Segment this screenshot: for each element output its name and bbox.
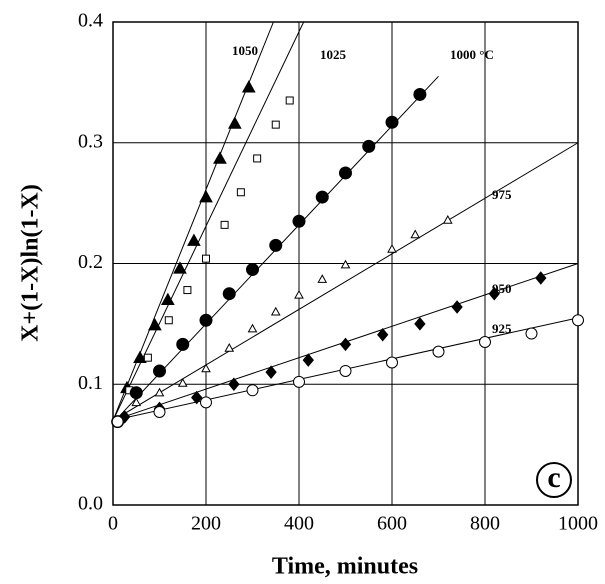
point [340,259,351,269]
point [572,314,584,327]
point [164,316,173,325]
panel-badge [536,462,572,498]
point [414,317,426,331]
point [220,220,229,229]
point [111,415,124,428]
point [525,327,538,340]
point [228,377,240,392]
point [339,166,352,180]
point [451,300,463,314]
y-axis-title: X+(1-X)ln(1-X) [18,184,44,342]
panel-label: c [547,461,560,494]
point [191,390,203,405]
point [285,96,294,105]
point [241,80,256,93]
point [362,139,376,153]
point [153,406,166,419]
x-tick-label: 800 [470,513,500,535]
x-tick-label: 400 [284,513,314,535]
series-label: 975 [492,187,512,202]
y-tick-label: 0.0 [78,493,103,515]
point [236,188,245,197]
point [386,356,398,369]
series-label: 925 [492,321,512,336]
series-label: 1025 [320,47,347,62]
point [201,363,211,373]
point [302,353,314,367]
x-tick-label: 600 [377,513,407,535]
y-tick-label: 0.2 [78,251,103,273]
point [173,261,187,274]
point [488,286,500,301]
point [246,263,259,277]
point [293,375,305,388]
point [413,87,427,101]
y-tick-label: 0.4 [78,10,103,32]
point [176,337,190,351]
point [377,327,389,342]
x-tick-label: 0 [108,513,118,535]
y-tick-label: 0.3 [78,130,103,152]
point [183,286,192,295]
point [479,335,491,348]
point [270,306,281,316]
point [385,115,399,129]
point [187,233,201,246]
point [432,345,445,358]
point [442,215,453,224]
point [247,323,258,333]
point [292,214,306,228]
point [143,353,152,362]
point [200,396,212,409]
point [535,271,547,285]
x-tick-label: 200 [191,513,221,535]
point [177,378,188,387]
point [271,120,280,129]
point [129,386,143,400]
point [315,190,329,204]
y-tick-label: 0.1 [78,372,103,394]
point [224,342,235,352]
point [131,397,142,407]
x-tick-label: 1000 [558,513,598,535]
point [246,384,259,397]
point [154,387,165,397]
series-label: 1050 [232,43,258,58]
point [202,254,210,263]
point [199,313,213,327]
point [222,287,236,301]
point [387,243,397,253]
series-label: 1000 °C [450,47,494,62]
point [199,190,213,203]
fit-line [112,142,579,421]
point [253,154,262,163]
point [410,229,421,239]
point [269,238,283,252]
x-axis-title: Time, minutes [272,554,418,580]
point [153,364,166,378]
series-label: 950 [492,281,512,296]
point [339,364,352,377]
point [213,151,227,164]
point [294,289,304,299]
point [339,337,352,352]
point [265,365,277,379]
point [227,116,242,129]
point [317,274,328,283]
fit-line [112,21,305,421]
